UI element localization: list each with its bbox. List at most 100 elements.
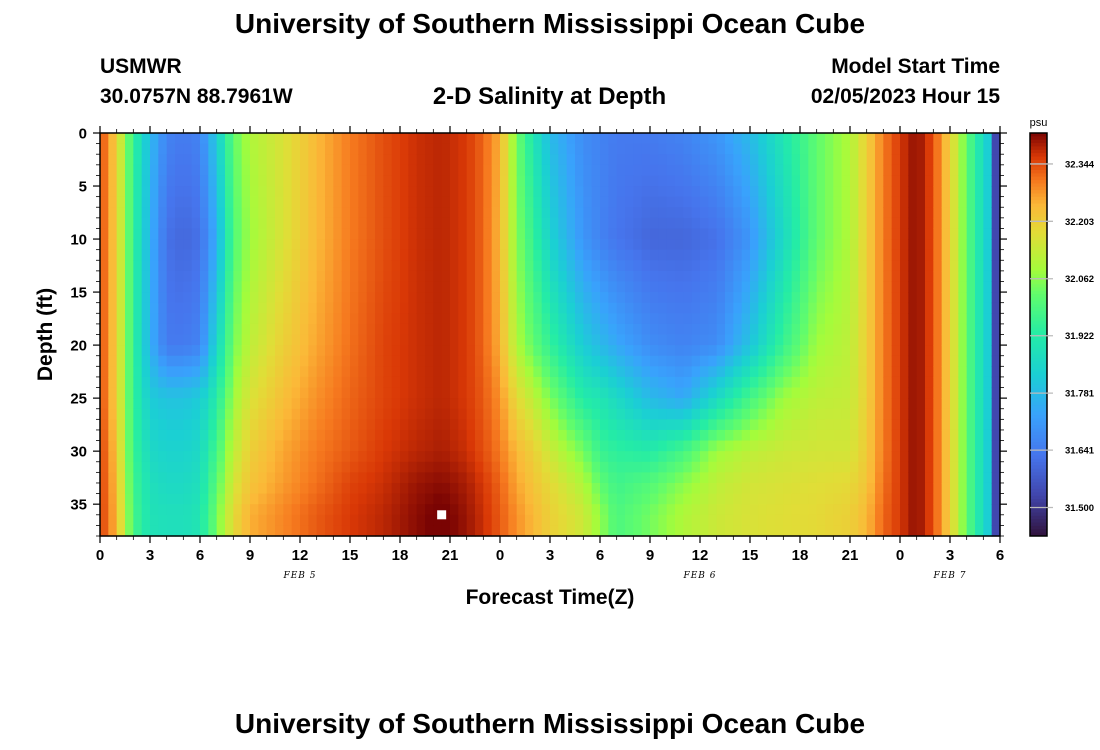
heatmap-cell — [958, 133, 968, 145]
heatmap-cell — [808, 472, 818, 484]
heatmap-cell — [625, 323, 634, 336]
heatmap-cell — [233, 398, 243, 410]
heatmap-cell — [425, 143, 434, 155]
heatmap-cell — [141, 472, 151, 484]
heatmap-cell — [916, 345, 926, 357]
heatmap-cell — [958, 429, 968, 442]
heatmap-cell — [683, 260, 693, 272]
heatmap-cell — [766, 334, 776, 346]
heatmap-cell — [241, 239, 251, 251]
heatmap-cell — [250, 281, 259, 293]
heatmap-cell — [183, 239, 193, 251]
heatmap-cell — [216, 440, 226, 452]
heatmap-cell — [983, 302, 993, 314]
heatmap-cell — [183, 164, 193, 177]
heatmap-cell — [683, 217, 693, 230]
heatmap-cell — [700, 429, 709, 442]
heatmap-cell — [325, 154, 334, 166]
y-tick-label: 15 — [70, 285, 87, 302]
heatmap-cell — [875, 292, 884, 304]
heatmap-cell — [141, 154, 151, 166]
heatmap-cell — [566, 376, 576, 389]
heatmap-cell — [941, 334, 951, 346]
heatmap-cell — [700, 186, 709, 198]
heatmap-cell — [416, 239, 426, 251]
colorbar-segment — [1030, 381, 1047, 386]
heatmap-cell — [200, 196, 209, 208]
heatmap-cell — [200, 398, 209, 410]
heatmap-cell — [850, 217, 859, 230]
heatmap-cell — [991, 355, 1001, 367]
heatmap-cell — [275, 260, 284, 272]
heatmap-cell — [166, 260, 176, 272]
heatmap-cell — [875, 493, 884, 505]
heatmap-cell — [641, 164, 651, 177]
heatmap-cell — [916, 154, 926, 166]
heatmap-cell — [825, 525, 834, 537]
heatmap-cell — [108, 493, 118, 505]
heatmap-cell — [750, 175, 759, 187]
heatmap-cell — [591, 207, 601, 219]
heatmap-cell — [941, 313, 951, 325]
heatmap-cell — [158, 387, 168, 399]
heatmap-cell — [291, 387, 301, 399]
heatmap-cell — [125, 196, 134, 208]
heatmap-cell — [466, 355, 476, 367]
heatmap-cell — [583, 345, 593, 357]
heatmap-cell — [150, 281, 159, 293]
heatmap-cell — [666, 270, 676, 283]
heatmap-cell — [516, 514, 526, 526]
heatmap-cell — [183, 398, 193, 410]
heatmap-cell — [700, 207, 709, 219]
heatmap-cell — [616, 482, 626, 495]
heatmap-cell — [375, 514, 384, 526]
heatmap-cell — [616, 493, 626, 505]
heatmap-cell — [941, 408, 951, 420]
heatmap-cell — [858, 355, 868, 367]
heatmap-cell — [100, 504, 109, 516]
heatmap-cell — [291, 292, 301, 304]
heatmap-cell — [516, 143, 526, 155]
heatmap-cell — [658, 323, 668, 336]
heatmap-cell — [916, 249, 926, 261]
heatmap-cell — [583, 313, 593, 325]
heatmap-cell — [550, 281, 559, 293]
heatmap-cell — [375, 260, 384, 272]
heatmap-cell — [550, 228, 559, 240]
heatmap-cell — [666, 429, 676, 442]
heatmap-cell — [458, 482, 468, 495]
heatmap-cell — [350, 472, 359, 484]
heatmap-cell — [683, 154, 693, 166]
heatmap-cell — [800, 398, 809, 410]
heatmap-cell — [441, 175, 451, 187]
heatmap-cell — [433, 239, 443, 251]
heatmap-cell — [458, 345, 468, 357]
heatmap-cell — [150, 419, 159, 431]
heatmap-cell — [508, 302, 518, 314]
heatmap-cell — [841, 260, 851, 272]
heatmap-cell — [891, 249, 901, 261]
heatmap-cell — [533, 313, 543, 325]
heatmap-cell — [541, 398, 551, 410]
heatmap-cell — [175, 525, 184, 537]
heatmap-cell — [433, 440, 443, 452]
heatmap-cell — [208, 207, 218, 219]
heatmap-cell — [883, 429, 893, 442]
heatmap-cell — [266, 207, 276, 219]
heatmap-cell — [341, 228, 351, 240]
heatmap-cell — [108, 366, 118, 378]
heatmap-cell — [233, 133, 243, 145]
heatmap-cell — [250, 461, 259, 473]
heatmap-cell — [491, 514, 501, 526]
heatmap-cell — [441, 302, 451, 314]
heatmap-cell — [858, 472, 868, 484]
x-tick-label: 18 — [792, 547, 809, 564]
heatmap-cell — [441, 249, 451, 261]
heatmap-cell — [333, 196, 343, 208]
heatmap-cell — [841, 514, 851, 526]
heatmap-cell — [616, 387, 626, 399]
heatmap-cell — [641, 281, 651, 293]
heatmap-cell — [933, 355, 943, 367]
heatmap-cell — [316, 143, 326, 155]
heatmap-cell — [833, 504, 843, 516]
